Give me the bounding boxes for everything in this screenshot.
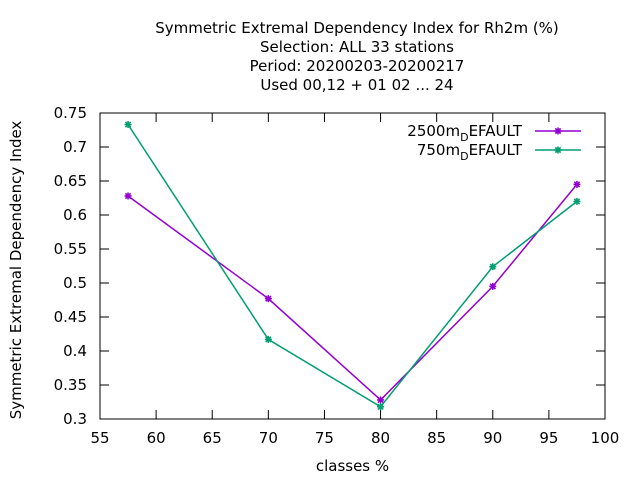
series-0-point (573, 180, 581, 188)
chart-title: Symmetric Extremal Dependency Index for … (155, 19, 559, 94)
legend-marker-0 (554, 127, 562, 135)
y-tick-label: 0.5 (63, 274, 87, 292)
y-tick-label: 0.45 (54, 308, 87, 326)
x-tick-label: 55 (90, 429, 109, 447)
title-line: Used 00,12 + 01 02 ... 24 (260, 76, 453, 94)
title-line: Period: 20200203-20200217 (250, 57, 465, 75)
y-tick-label: 0.7 (63, 138, 87, 156)
y-tick-label: 0.3 (63, 410, 87, 428)
x-tick-label: 70 (259, 429, 278, 447)
title-line: Selection: ALL 33 stations (260, 38, 454, 56)
y-tick-label: 0.55 (54, 240, 87, 258)
y-tick-label: 0.65 (54, 172, 87, 190)
title-line: Symmetric Extremal Dependency Index for … (155, 19, 559, 37)
x-tick-label: 95 (539, 429, 558, 447)
y-axis-label: Symmetric Extremal Dependency Index (7, 121, 25, 420)
series-0-point (489, 282, 497, 290)
plot-area (124, 121, 581, 411)
axes: 55 60 65 70 75 80 85 90 95 100 0.3 0.35 0.4 0.45 0.5 0.… (54, 104, 620, 447)
x-tick-label: 60 (147, 429, 166, 447)
y-tick-label: 0.75 (54, 104, 87, 122)
x-tick-label: 75 (315, 429, 334, 447)
series-1-point (573, 197, 581, 205)
legend-marker-1 (554, 146, 562, 154)
y-tick-label: 0.4 (63, 342, 87, 360)
series-0-point (377, 396, 385, 404)
series-0-point (264, 295, 272, 303)
series-0-point (124, 192, 132, 200)
x-tick-label: 100 (591, 429, 620, 447)
legend-label-0: 2500mDEFAULT (407, 122, 523, 144)
series-1-point (264, 335, 272, 343)
y-tick-label: 0.35 (54, 376, 87, 394)
series-line-0 (127, 183, 578, 401)
legend-label-1: 750mDEFAULT (417, 141, 523, 163)
plot-border (99, 112, 606, 420)
x-axis-label: classes % (316, 457, 389, 475)
series-1-point (489, 263, 497, 271)
series-1-point (377, 403, 385, 411)
x-tick-label: 65 (203, 429, 222, 447)
x-tick-label: 90 (483, 429, 502, 447)
y-tick-label: 0.6 (63, 206, 87, 224)
x-tick-label: 80 (371, 429, 390, 447)
series-1-point (124, 121, 132, 129)
x-tick-label: 85 (427, 429, 446, 447)
